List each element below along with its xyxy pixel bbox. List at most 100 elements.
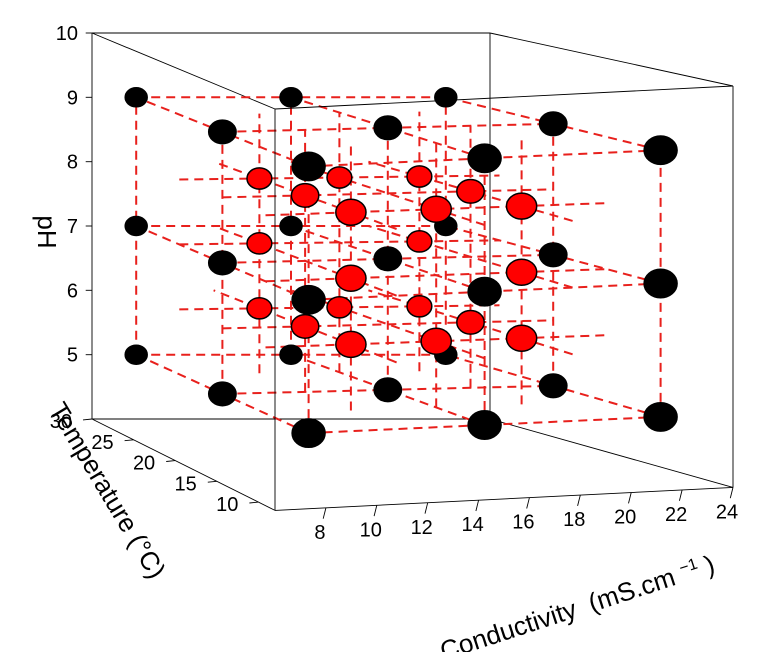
grid-line [179,239,500,246]
data-point-s1-10 [290,313,320,339]
y-tick-mark [249,501,259,504]
data-point-s1-11 [456,178,485,204]
data-point-s1-8 [420,327,453,356]
grid-line [308,282,661,301]
data-point-s1-14 [420,195,453,223]
data-point-s0-17 [538,373,568,399]
x-axis: 8 10 12 14 16 18 20 22 24 [314,487,738,544]
data-point-s1-12 [290,182,320,208]
data-point-s0-19 [467,410,502,440]
x-tick-label: 14 [461,514,483,536]
data-point-s1-13 [456,309,485,335]
data-point-s0-8 [434,87,458,108]
y-axis-label: Temperature (°C) [43,397,172,584]
y-tick-mark [166,460,176,462]
x-tick-label: 22 [665,504,687,526]
data-point-s1-9 [326,166,353,189]
grid-line [222,188,554,199]
x-tick-label: 20 [614,507,636,529]
y-tick-mark [82,418,93,421]
data-point-s0-20 [467,143,502,174]
x-tick-mark [628,492,632,504]
y-tick-label: 30 [50,411,72,433]
data-point-s0-2 [291,151,326,182]
z-axis: 5 6 7 8 9 10 [56,23,92,367]
x-tick-mark [678,489,683,501]
y-tick-label: 10 [216,494,238,516]
data-point-s0-25 [643,268,678,299]
box-edge [91,418,276,511]
x-axis-label-name: Conductivity [436,594,580,652]
x-tick-mark [424,502,429,514]
data-point-s1-18 [246,232,273,255]
data-point-s1-15 [326,295,353,319]
data-point-s0-5 [643,401,678,432]
data-point-s0-10 [279,215,303,237]
grid-line [290,96,485,160]
data-point-s0-16 [207,119,237,145]
data-point-s1-16 [335,264,367,293]
data-point-s0-9 [467,276,502,307]
x-tick-mark [729,487,734,499]
z-tick-label: 7 [67,216,78,238]
y-tick-label: 20 [133,453,155,475]
z-tick-label: 6 [67,280,78,302]
data-point-s0-11 [207,250,237,276]
x-tick-label: 18 [563,509,585,531]
data-point-s1-3 [246,167,273,190]
x-axis-label: Conductivity (mS.cm −1 ) [433,540,718,652]
z-axis-label: pH [32,215,62,248]
box-edge [489,418,734,488]
x-tick-label: 24 [716,501,738,523]
data-point-s0-15 [207,381,237,407]
grid-line [179,304,500,311]
grid-line [222,319,554,330]
data-point-s1-19 [505,258,538,286]
data-point-s1-17 [406,230,433,253]
data-point-s0-4 [124,87,148,108]
data-point-s0-14 [373,115,403,141]
data-point-s1-6 [406,294,433,318]
plot-box-back [91,32,734,511]
data-point-s1-7 [406,165,433,188]
data-point-s1-4 [505,324,538,353]
box-edge [489,32,734,87]
y-tick-mark [207,480,217,483]
data-point-s0-3 [124,344,148,365]
data-point-s0-1 [291,418,326,449]
x-tick-mark [373,505,378,517]
data-point-s1-0 [335,330,367,359]
x-axis-label-unit-close: ) [701,549,719,580]
x-tick-mark [577,494,581,507]
x-tick-mark [475,500,480,512]
x-tick-label: 10 [360,519,382,541]
grid-line [179,174,500,181]
data-point-s0-24 [124,215,148,237]
data-point-s0-22 [279,87,303,108]
y-tick-label: 25 [91,432,113,454]
grid-line [290,225,485,293]
data-point-s0-23 [291,284,326,315]
data-point-s0-0 [373,246,403,272]
z-tick-label: 10 [56,23,78,45]
data-point-s0-13 [373,377,403,403]
plot-box-front [274,85,734,511]
x-axis-label-unit: (mS.cm [584,562,678,618]
data-points [124,87,678,449]
data-point-s0-6 [643,135,678,166]
grid-line [290,353,485,426]
grid-line [308,415,661,435]
x-tick-mark [322,507,327,519]
z-tick-label: 8 [67,152,78,174]
box-edge [274,486,734,511]
data-point-s0-12 [538,242,568,268]
box-edge [274,85,734,110]
y-axis: 10 15 20 25 30 [50,411,259,516]
grid-line [265,268,607,283]
data-point-s0-18 [538,111,568,137]
grid-line [308,149,661,168]
data-point-s0-21 [279,344,303,365]
x-tick-label: 8 [314,522,325,544]
z-tick-label: 5 [67,345,78,367]
